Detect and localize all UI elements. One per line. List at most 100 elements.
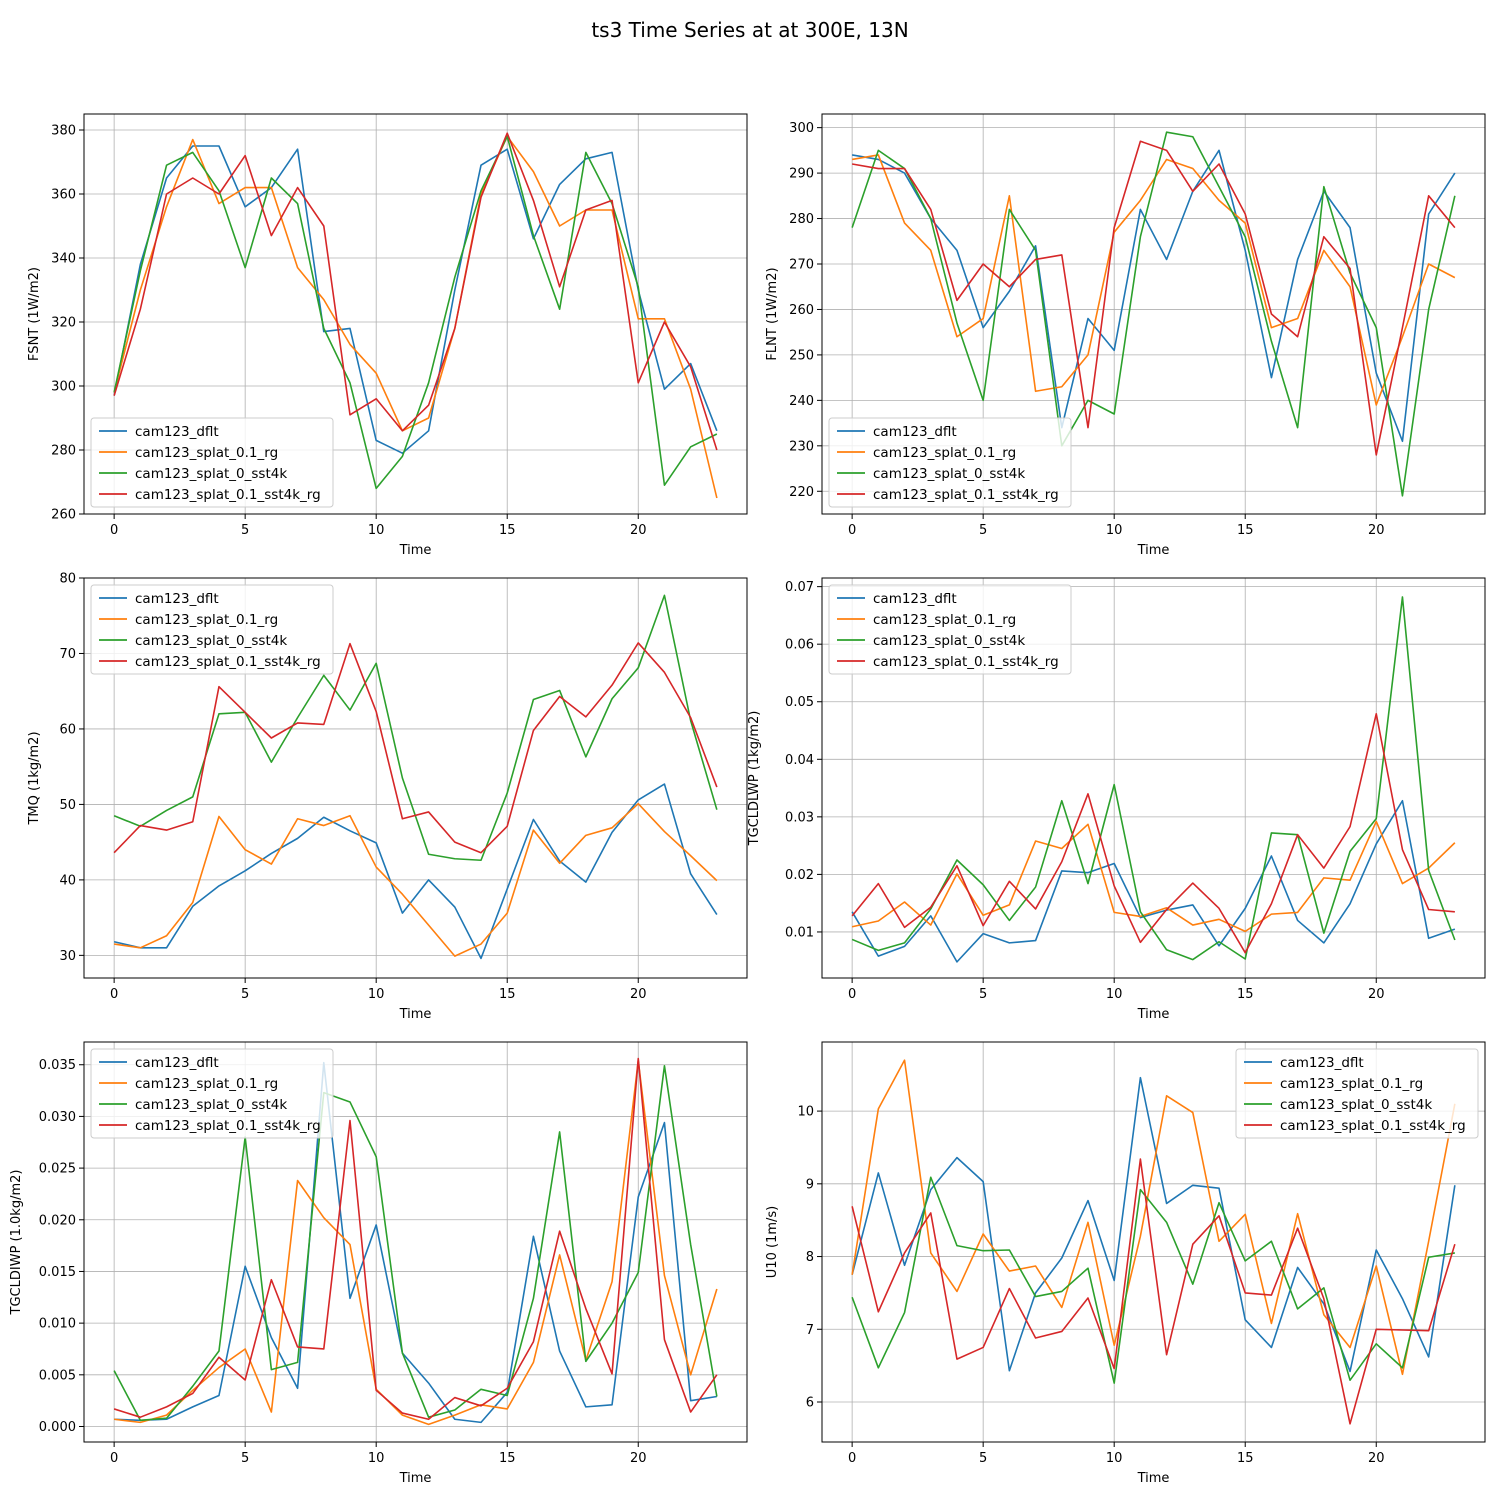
legend: cam123_dflt cam123_splat_0.1_rg cam123_spl… [828,584,1072,675]
x-tick-label: 0 [110,523,118,538]
x-tick-label: 10 [368,523,385,538]
y-tick-label: 0.035 [39,1058,76,1073]
y-tick-label: 0.05 [785,695,814,710]
y-tick-label: 0.02 [785,868,814,883]
y-tick-label: 270 [789,258,814,273]
chart-panel-2: 0 5 10 15 20 220 230 240 250 260 270 280 290 300 Time F… [765,113,1486,558]
x-axis-label: Time [1137,1007,1170,1022]
y-tick-label: 260 [51,508,76,523]
x-tick-label: 5 [979,1451,987,1466]
axes-frame [821,1041,1486,1443]
legend-label: cam123_splat_0.1_sst4k_rg [135,654,321,670]
axes-frame [83,1041,748,1443]
y-tick-label: 0.030 [39,1110,76,1125]
legend-label: cam123_splat_0_sst4k [1280,1097,1432,1113]
x-tick-label: 5 [241,1451,249,1466]
y-tick-label: 50 [59,798,76,813]
chart-panel-5: 0 5 10 15 20 0.000 0.005 0.010 0.015 0.020 0.025 0.… [9,1041,748,1486]
legend-label: cam123_splat_0.1_rg [135,612,278,628]
series-line-cam123-splat-0-sst4k [851,1176,1455,1384]
x-tick-label: 5 [241,987,249,1002]
y-axis-label: TGCLDLWP (1kg/m2) [747,711,762,847]
y-tick-label: 260 [789,303,814,318]
y-tick-label: 300 [51,380,76,395]
series-line-cam123-dflt [851,1076,1456,1373]
legend-label: cam123_splat_0_sst4k [135,1097,287,1113]
legend-label: cam123_splat_0.1_rg [873,445,1016,461]
series-line-cam123-splat-0-1-sst4k-rg [113,1057,718,1421]
y-tick-label: 280 [51,444,76,459]
x-tick-label: 0 [110,987,118,1002]
y-tick-label: 6 [806,1396,814,1411]
series-line-cam123-dflt [852,149,1456,443]
series-line-cam123-splat-0-1-sst4k-rg [851,713,1455,954]
series-line-cam123-splat-0-1-rg [851,1059,1456,1376]
legend: cam123_dflt cam123_splat_0.1_rg cam123_spl… [1235,1048,1479,1139]
legend-box [828,417,1072,508]
series-group [851,131,1456,497]
series-line-cam123-splat-0-1-rg [114,802,718,957]
y-tick-label: 0.000 [39,1420,76,1435]
y-tick-label: 240 [789,394,814,409]
x-tick-label: 15 [499,523,516,538]
y-axis-label: TGCLDIWP (1.0kg/m2) [9,1170,24,1316]
x-axis-label: Time [1137,543,1170,558]
y-tick-label: 300 [789,121,814,136]
legend-label: cam123_splat_0_sst4k [135,633,287,649]
legend-box [828,584,1072,675]
y-tick-label: 360 [51,188,76,203]
legend-label: cam123_splat_0.1_rg [135,1076,278,1092]
axes-frame [83,577,748,979]
legend: cam123_dflt cam123_splat_0.1_rg cam123_spl… [90,417,334,508]
legend-box [90,584,334,675]
y-tick-label: 280 [789,212,814,227]
series-group [113,1057,718,1426]
y-tick-label: 80 [59,572,76,587]
legend-label: cam123_splat_0_sst4k [135,466,287,482]
x-tick-label: 0 [110,1451,118,1466]
chart-panel-1: 0 5 10 15 20 260 280 300 320 340 360 380 Time FSNT (1… [27,113,748,558]
x-axis-label: Time [399,1007,432,1022]
x-tick-label: 10 [368,987,385,1002]
legend-label: cam123_splat_0.1_sst4k_rg [873,487,1059,503]
y-tick-label: 0.04 [785,753,814,768]
y-tick-label: 30 [59,949,76,964]
x-tick-label: 5 [979,987,987,1002]
series-line-cam123-dflt [113,145,718,455]
y-axis-label: FSNT (1W/m2) [27,267,42,361]
series-line-cam123-splat-0-1-rg [852,154,1456,406]
legend: cam123_dflt cam123_splat_0.1_rg cam123_spl… [90,1048,334,1139]
x-tick-label: 10 [1106,1451,1123,1466]
axes-frame [821,577,1486,979]
legend-label: cam123_dflt [135,1055,219,1071]
series-line-cam123-splat-0-1-sst4k-rg [113,642,718,854]
y-axis-label: U10 (1m/s) [765,1206,780,1278]
x-tick-label: 10 [1106,523,1123,538]
y-tick-label: 10 [797,1105,814,1120]
y-tick-label: 0.07 [785,580,814,595]
y-axis-label: TMQ (1kg/m2) [27,731,42,825]
legend: cam123_dflt cam123_splat_0.1_rg cam123_spl… [90,584,334,675]
legend-box [90,1048,334,1139]
y-tick-label: 70 [59,647,76,662]
y-tick-label: 380 [51,124,76,139]
x-tick-label: 20 [630,523,647,538]
x-tick-label: 20 [1368,1451,1385,1466]
legend-label: cam123_splat_0.1_rg [1280,1076,1423,1092]
x-axis-label: Time [1137,1471,1170,1486]
x-tick-label: 0 [848,987,856,1002]
x-tick-label: 15 [1237,987,1254,1002]
y-tick-label: 0.005 [39,1368,76,1383]
x-tick-label: 15 [499,1451,516,1466]
chart-panel-3: 0 5 10 15 20 30 40 50 60 70 80 Time TMQ (1kg/m2) cam1… [27,572,748,1022]
legend-label: cam123_splat_0.1_sst4k_rg [1280,1118,1466,1134]
series-line-cam123-splat-0-1-sst4k-rg [113,132,718,451]
y-tick-label: 0.025 [39,1162,76,1177]
x-tick-label: 20 [630,1451,647,1466]
legend-label: cam123_splat_0_sst4k [873,633,1025,649]
y-tick-label: 320 [51,316,76,331]
y-tick-label: 230 [789,439,814,454]
series-line-cam123-splat-0-1-rg [851,820,1456,933]
series-line-cam123-splat-0-sst4k [851,596,1456,961]
